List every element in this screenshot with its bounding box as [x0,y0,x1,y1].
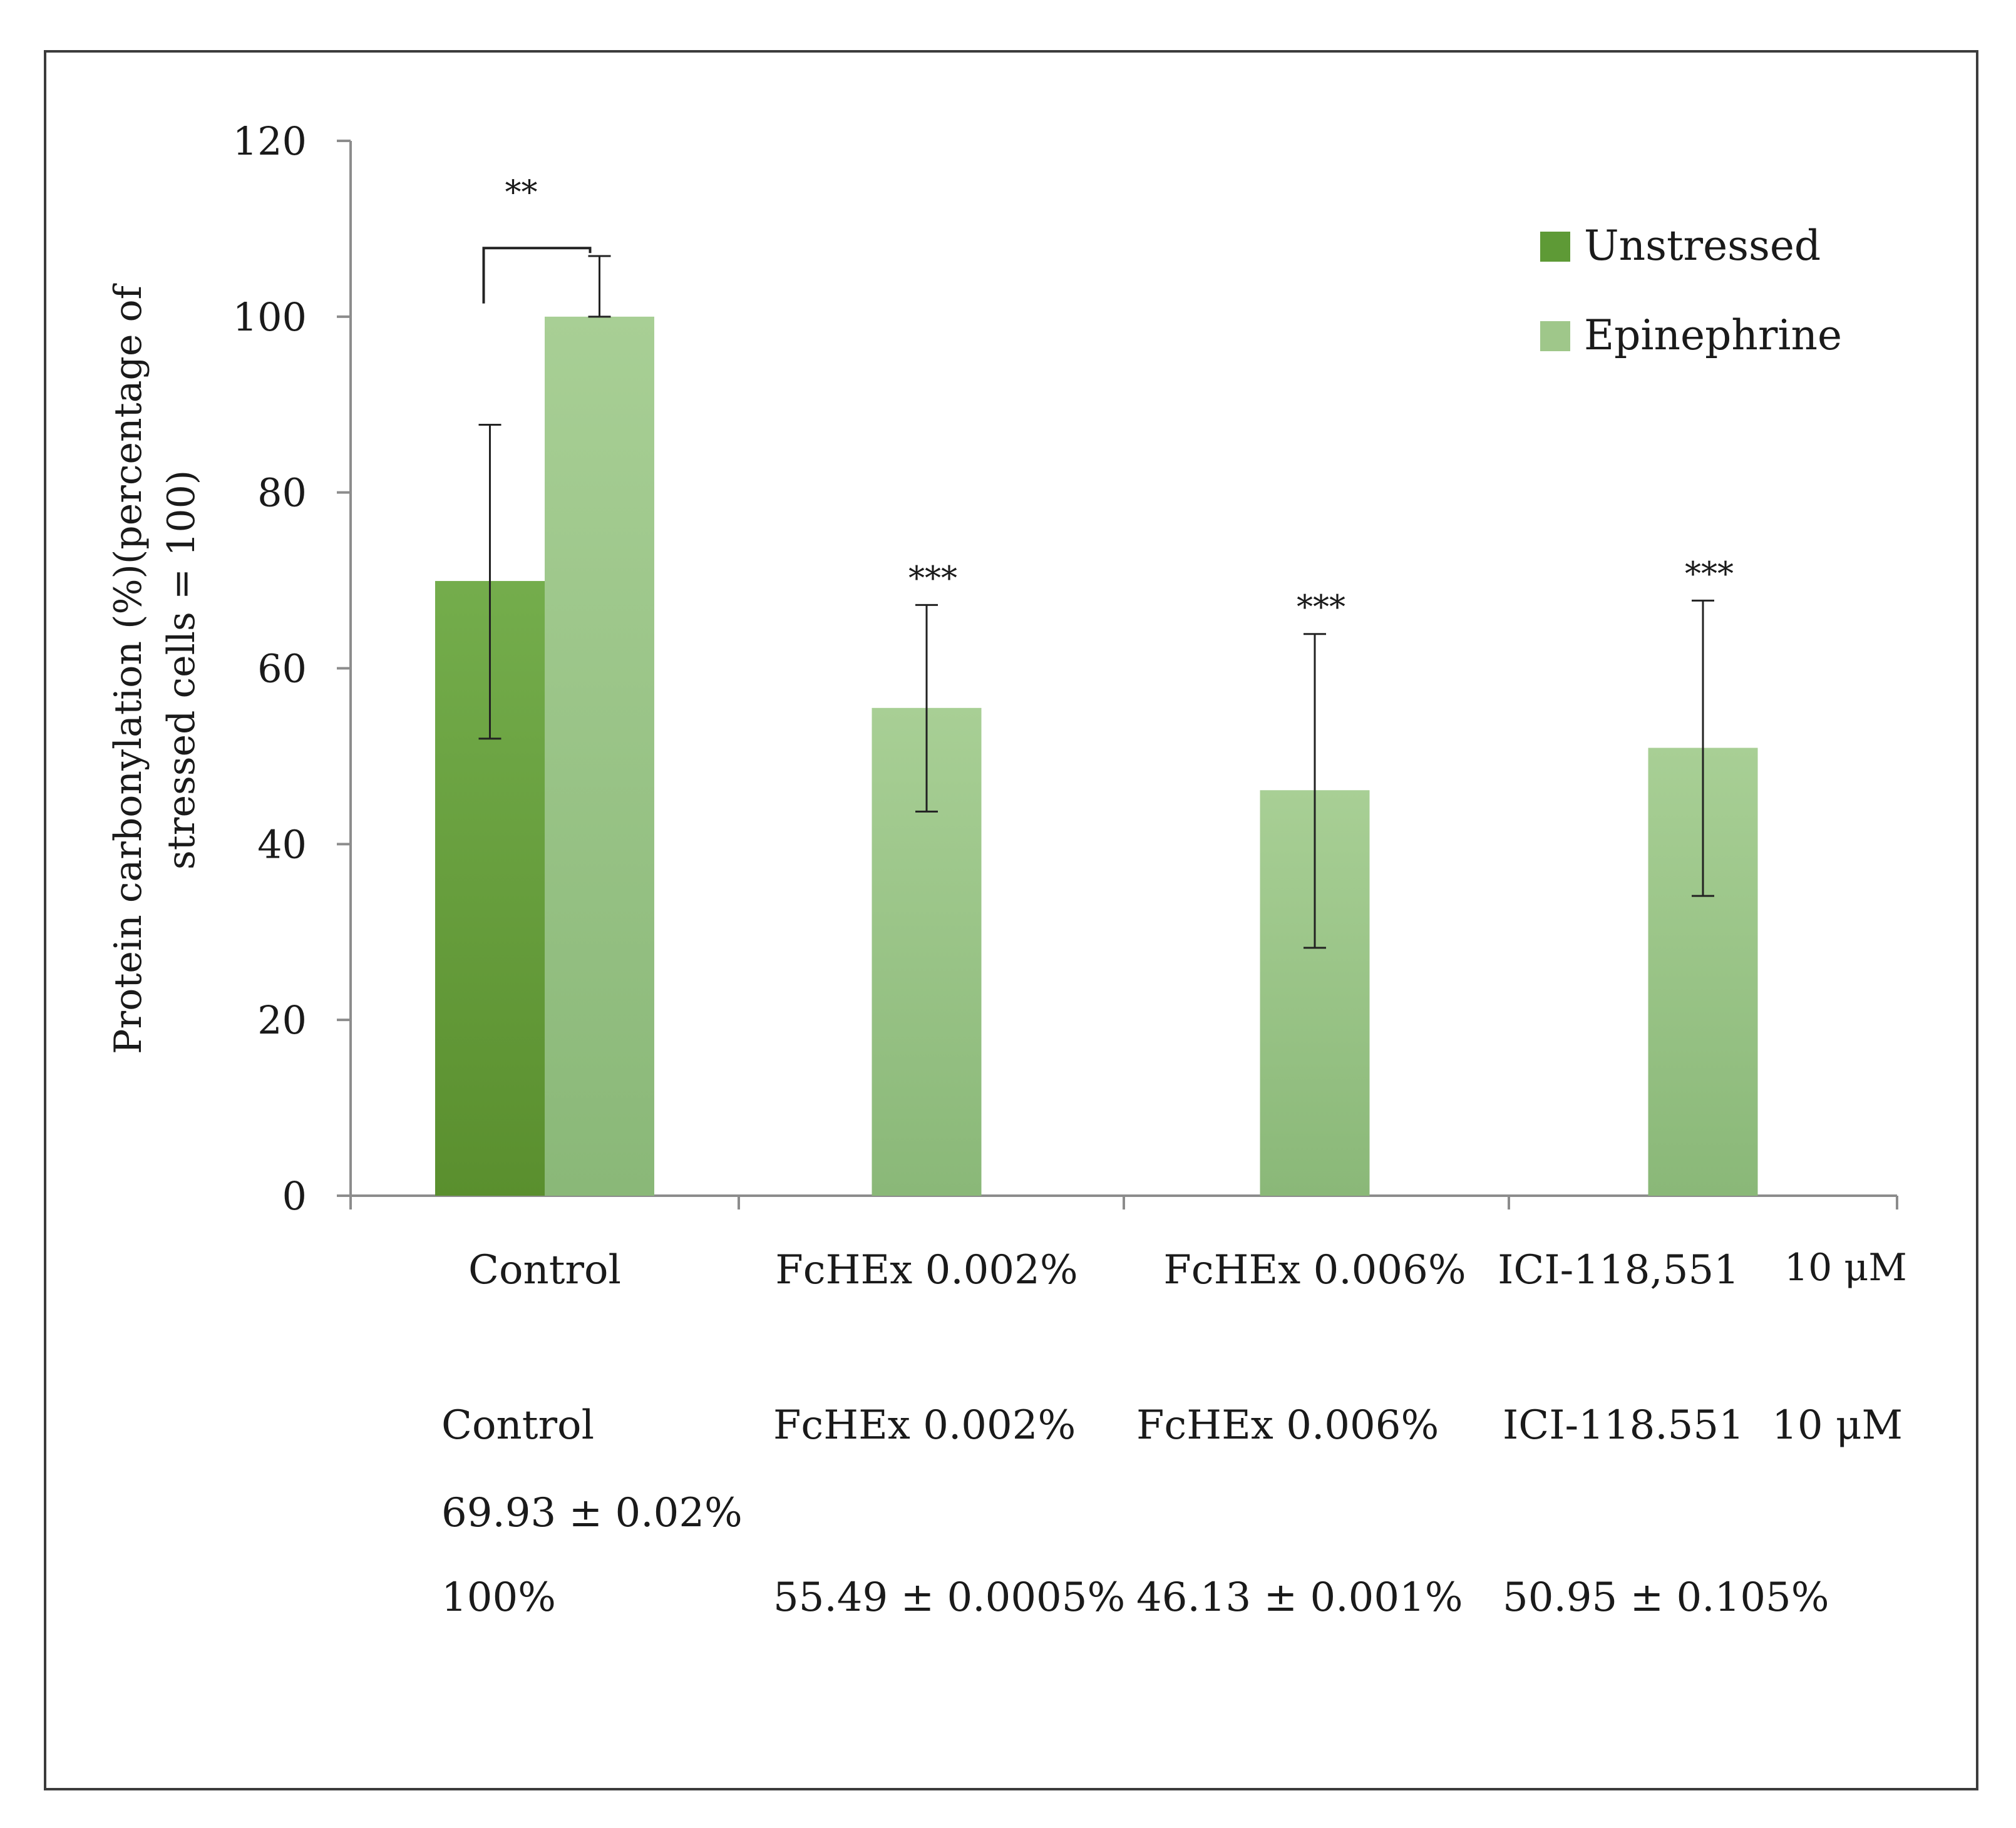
x-category-label: FcHEx 0.002% [775,1247,1077,1293]
figure-frame [44,50,1978,1790]
legend-label-unstressed: Unstressed [1584,222,1821,270]
table-header-ici: ICI-118.551 10 μM [1503,1402,1903,1449]
significance-label: *** [1297,589,1345,627]
table-header-control: Control [441,1402,595,1449]
table-cell-unstressed-control: 69.93 ± 0.02% [441,1490,743,1536]
y-tick-label: 100 [233,294,307,340]
table-header-fchex-0006: FcHEx 0.006% [1136,1402,1439,1449]
table-header-ici-suffix: 10 μM [1772,1402,1903,1449]
y-tick-label: 20 [257,997,307,1043]
y-tick-label: 120 [233,118,307,164]
y-tick-label: 40 [257,821,307,867]
significance-bracket [482,247,592,304]
x-category-suffix: 10 μM [1784,1246,1907,1290]
legend-swatch-epinephrine [1540,321,1570,351]
significance-label: *** [1685,555,1734,593]
y-axis-label-line-1: Protein carbonylation (%)(percentage of [106,283,150,1054]
significance-label: ** [505,174,538,212]
significance-label: *** [908,560,957,597]
x-category-label: ICI-118,551 [1498,1247,1739,1293]
y-tick-label: 80 [257,470,307,516]
legend-swatch-unstressed [1540,232,1570,262]
table-cell-epinephrine-fchex-0002: 55.49 ± 0.0005% [773,1574,1126,1621]
y-axis-label-line-2: stressed cells = 100) [160,470,203,870]
bar-epinephrine-0 [545,316,654,1196]
y-tick-label: 60 [257,646,307,692]
table-cell-epinephrine-control: 100% [441,1574,556,1621]
table-header-ici-name: ICI-118.551 [1503,1402,1744,1449]
table-header-fchex-0002: FcHEx 0.002% [773,1402,1076,1449]
x-category-label: FcHEx 0.006% [1163,1247,1466,1293]
x-category-label: Control [468,1247,621,1293]
table-cell-epinephrine-fchex-0006: 46.13 ± 0.001% [1136,1574,1463,1621]
table-cell-epinephrine-ici: 50.95 ± 0.105% [1503,1574,1829,1621]
legend-label-epinephrine: Epinephrine [1584,311,1842,359]
y-tick-label: 0 [282,1173,307,1219]
